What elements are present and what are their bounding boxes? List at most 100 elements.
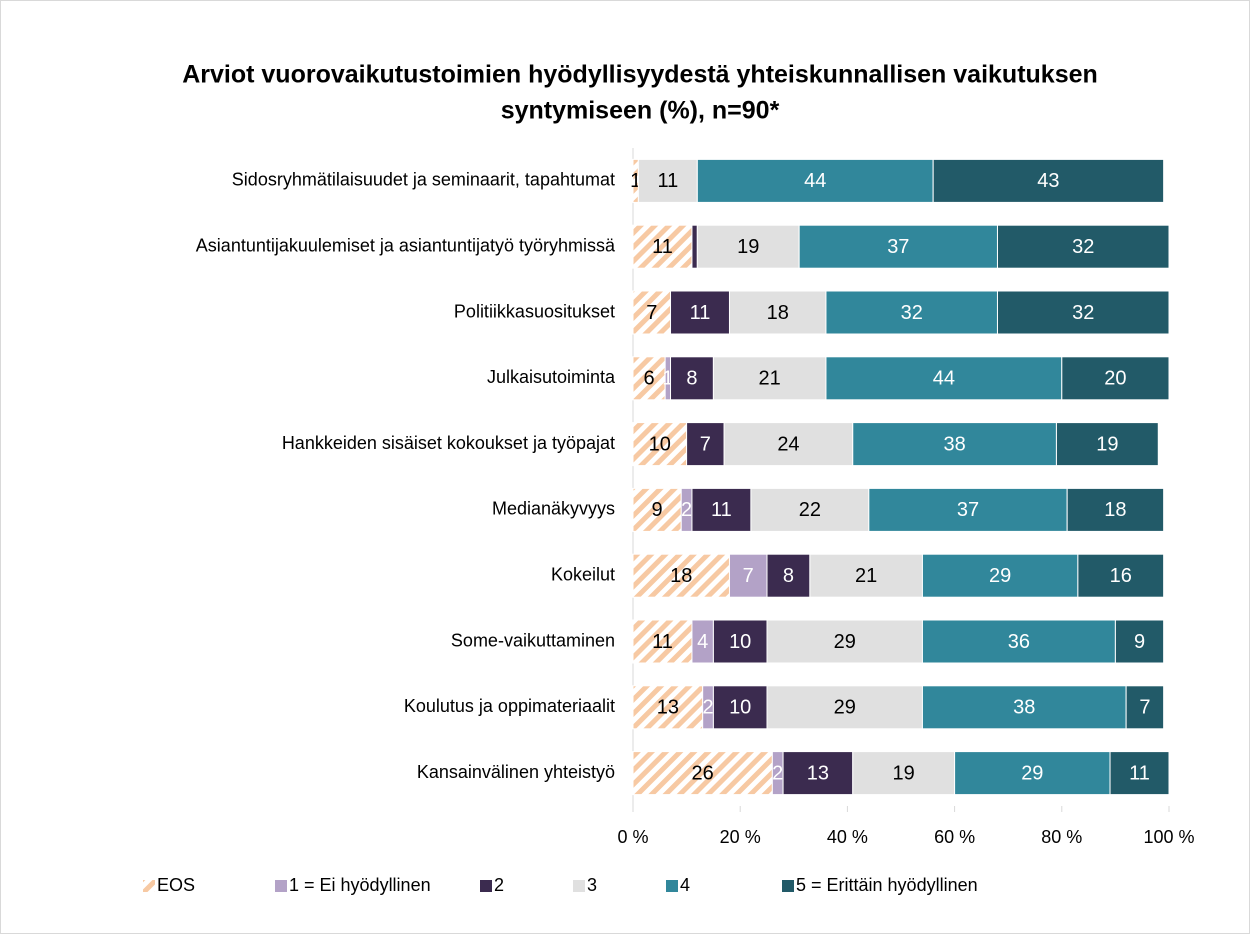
data-label: 10 xyxy=(729,631,751,653)
bar-segment xyxy=(954,751,1111,796)
data-label: 8 xyxy=(686,368,697,390)
data-label: 37 xyxy=(887,236,909,258)
legend-label: 3 xyxy=(587,875,597,895)
category-label: Some-vaikuttaminen xyxy=(451,630,615,650)
bar-segment xyxy=(750,487,870,532)
chart-title: Arviot vuorovaikutustoimien hyödyllisyyd… xyxy=(182,61,1098,89)
data-label: 2 xyxy=(681,499,692,521)
data-label: 10 xyxy=(729,697,751,719)
data-label: 13 xyxy=(657,697,679,719)
bar-segment xyxy=(1109,751,1170,796)
data-label: 19 xyxy=(1096,433,1118,455)
data-label: 26 xyxy=(692,762,714,784)
category-label: Medianäkyvyys xyxy=(492,499,615,519)
x-tick-label: 100 % xyxy=(1143,827,1194,847)
data-label: 11 xyxy=(652,631,673,653)
bar-segment xyxy=(1077,553,1165,598)
data-label: 18 xyxy=(767,302,789,324)
bar-segment xyxy=(696,224,800,269)
data-label: 6 xyxy=(644,368,655,390)
data-label: 22 xyxy=(799,499,821,521)
bar-segment xyxy=(809,553,923,598)
bar-segment xyxy=(766,685,923,730)
category-label: Julkaisutoiminta xyxy=(487,367,616,387)
bar-segment xyxy=(825,356,1063,401)
x-tick-label: 80 % xyxy=(1041,827,1082,847)
bar-segment xyxy=(637,158,698,203)
bar-segment xyxy=(921,685,1127,730)
data-label: 16 xyxy=(1110,565,1132,587)
bar-segment xyxy=(1061,356,1170,401)
bar-segment xyxy=(632,422,688,467)
bar-segment xyxy=(921,553,1079,598)
legend-label: EOS xyxy=(157,875,195,895)
data-label: 44 xyxy=(804,170,826,192)
legend-label: 4 xyxy=(680,875,690,895)
legend-label: 1 = Ei hyödyllinen xyxy=(289,875,431,895)
bar-segment xyxy=(632,619,693,664)
bar-segment xyxy=(632,290,672,335)
category-label: Koulutus ja oppimateriaalit xyxy=(404,696,615,716)
data-label: 13 xyxy=(807,762,829,784)
data-label: 7 xyxy=(1139,697,1150,719)
data-label: 29 xyxy=(834,697,856,719)
bar-segment xyxy=(670,290,730,335)
data-label: 29 xyxy=(989,565,1011,587)
legend-label: 5 = Erittäin hyödyllinen xyxy=(796,875,978,895)
bar-segment xyxy=(766,619,923,664)
bar-segment xyxy=(921,619,1116,664)
data-label: 32 xyxy=(1072,236,1094,258)
data-label: 43 xyxy=(1037,170,1059,192)
data-label: 9 xyxy=(1134,631,1145,653)
bar-segment xyxy=(798,224,998,269)
legend-swatch xyxy=(480,880,492,892)
data-label: 11 xyxy=(1129,762,1150,784)
bar-segment xyxy=(691,224,698,269)
bar-segment xyxy=(632,487,682,532)
bar-segment xyxy=(1066,487,1165,532)
data-label: 19 xyxy=(893,762,915,784)
bar-segment xyxy=(1114,619,1165,664)
data-label: 1 xyxy=(630,170,641,192)
data-label: 38 xyxy=(943,433,965,455)
data-label: 21 xyxy=(759,368,781,390)
data-label: 7 xyxy=(646,302,657,324)
legend-swatch xyxy=(143,880,155,892)
x-tick-label: 40 % xyxy=(827,827,868,847)
legend-swatch xyxy=(782,880,794,892)
data-label: 11 xyxy=(652,236,673,258)
legend-label: 2 xyxy=(494,875,504,895)
data-label: 20 xyxy=(1104,368,1126,390)
bar-segment xyxy=(932,158,1165,203)
bar-segment xyxy=(723,422,854,467)
bar-segment xyxy=(996,290,1170,335)
data-label: 11 xyxy=(711,499,732,521)
data-label: 7 xyxy=(743,565,754,587)
bar-segment xyxy=(670,356,714,401)
bar-segment xyxy=(686,422,725,467)
data-label: 1 xyxy=(662,368,673,390)
data-label: 19 xyxy=(737,236,759,258)
data-label: 18 xyxy=(670,565,692,587)
bar-segment xyxy=(632,751,773,796)
data-label: 32 xyxy=(1072,302,1094,324)
data-label: 4 xyxy=(697,631,708,653)
data-label: 11 xyxy=(657,170,678,192)
data-label: 38 xyxy=(1013,697,1035,719)
category-label: Kokeilut xyxy=(551,564,615,584)
bar-segment xyxy=(632,553,730,598)
data-label: 10 xyxy=(649,433,671,455)
bar-segment xyxy=(696,158,934,203)
data-label: 32 xyxy=(901,302,923,324)
bar-segment xyxy=(868,487,1068,532)
bar-segment xyxy=(728,290,827,335)
x-tick-label: 20 % xyxy=(720,827,761,847)
bar-segment xyxy=(691,487,752,532)
data-label: 11 xyxy=(690,302,711,324)
legend-swatch xyxy=(275,880,287,892)
data-label: 21 xyxy=(855,565,877,587)
data-label: 44 xyxy=(933,368,955,390)
x-tick-label: 0 % xyxy=(617,827,648,847)
data-label: 2 xyxy=(772,762,783,784)
